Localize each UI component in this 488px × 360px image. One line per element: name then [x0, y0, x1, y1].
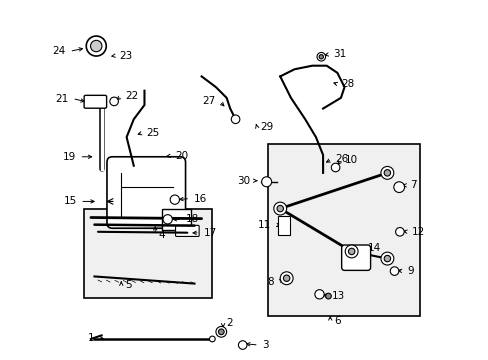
Circle shape — [90, 40, 102, 52]
Circle shape — [218, 329, 224, 335]
Circle shape — [238, 341, 246, 349]
Bar — [162, 208, 190, 230]
Circle shape — [316, 53, 325, 61]
Text: 4: 4 — [159, 230, 165, 240]
Circle shape — [331, 163, 339, 172]
Circle shape — [348, 248, 354, 255]
Text: 28: 28 — [341, 79, 354, 89]
Circle shape — [380, 166, 393, 179]
FancyBboxPatch shape — [107, 157, 185, 228]
Text: 14: 14 — [367, 243, 380, 253]
Text: 21: 21 — [55, 94, 69, 104]
Circle shape — [209, 336, 215, 342]
Circle shape — [384, 255, 390, 262]
Text: 1: 1 — [88, 333, 94, 343]
Text: 15: 15 — [63, 197, 77, 206]
Text: 17: 17 — [203, 228, 216, 238]
Circle shape — [273, 202, 286, 215]
Bar — [278, 216, 289, 235]
Text: 7: 7 — [410, 180, 416, 190]
Text: 27: 27 — [202, 96, 216, 107]
Circle shape — [389, 267, 398, 275]
Circle shape — [216, 327, 226, 337]
Text: 20: 20 — [175, 151, 187, 161]
FancyBboxPatch shape — [84, 95, 106, 108]
Circle shape — [170, 195, 179, 204]
Text: 26: 26 — [335, 154, 348, 164]
Text: 22: 22 — [124, 91, 138, 101]
Circle shape — [231, 115, 240, 123]
Text: 31: 31 — [332, 49, 346, 59]
Text: 2: 2 — [226, 318, 233, 328]
Circle shape — [393, 182, 404, 193]
Circle shape — [276, 205, 283, 212]
Text: 10: 10 — [344, 156, 357, 165]
FancyBboxPatch shape — [267, 144, 419, 316]
Text: 12: 12 — [411, 227, 424, 237]
Circle shape — [319, 55, 323, 59]
Text: 19: 19 — [62, 152, 76, 162]
Circle shape — [384, 170, 390, 176]
Text: 29: 29 — [260, 122, 273, 132]
Circle shape — [395, 228, 404, 236]
Text: 18: 18 — [185, 214, 199, 224]
Circle shape — [261, 177, 271, 187]
Text: 3: 3 — [262, 340, 268, 350]
Text: 11: 11 — [258, 220, 271, 230]
Circle shape — [163, 215, 172, 224]
FancyBboxPatch shape — [83, 208, 212, 298]
Circle shape — [86, 36, 106, 56]
Text: 8: 8 — [266, 277, 273, 287]
Text: 23: 23 — [119, 51, 132, 61]
Text: 13: 13 — [331, 291, 345, 301]
Circle shape — [280, 272, 292, 285]
Text: 9: 9 — [406, 266, 413, 276]
Text: 30: 30 — [236, 176, 249, 186]
Text: 25: 25 — [146, 128, 159, 138]
Circle shape — [314, 290, 324, 299]
Text: 6: 6 — [333, 316, 340, 326]
Circle shape — [283, 275, 289, 282]
Circle shape — [325, 293, 331, 299]
Text: 24: 24 — [53, 46, 66, 57]
Circle shape — [345, 245, 357, 258]
Circle shape — [380, 252, 393, 265]
Circle shape — [110, 97, 118, 106]
FancyBboxPatch shape — [341, 245, 370, 270]
Text: 16: 16 — [193, 194, 206, 203]
Text: 5: 5 — [124, 280, 131, 291]
FancyBboxPatch shape — [175, 225, 199, 237]
